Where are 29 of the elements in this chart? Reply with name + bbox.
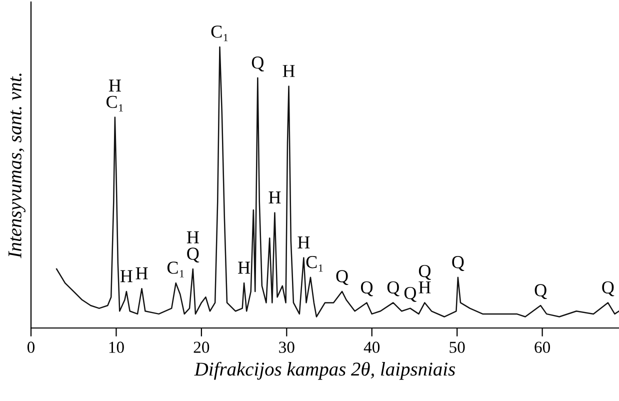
annotation: Q (534, 284, 547, 300)
annotation: H (120, 270, 132, 282)
y-axis-title: Intensyvumas, sant. vnt. (8, 74, 26, 258)
annotation: Q (404, 286, 416, 302)
annotation: C₁ (306, 256, 323, 272)
x-tick-label: 60 (534, 342, 550, 353)
annotation: C₁ (167, 262, 184, 278)
annotation: H (238, 262, 250, 274)
x-axis-title: Difrakcijos kampas 2θ, laipsniais (194, 362, 456, 380)
annotation: H Q (186, 231, 200, 263)
annotation: Q (360, 281, 373, 296)
annotation: Q H (418, 264, 431, 294)
annotation: Q (387, 281, 400, 296)
annotation: Q (602, 281, 614, 296)
annotation: Q (336, 270, 348, 285)
annotation: H C₁ (106, 80, 123, 112)
annotation: Q (452, 256, 464, 271)
x-tick-label: 50 (450, 342, 465, 353)
annotation: Q (252, 56, 264, 72)
annotation: H (298, 236, 310, 248)
x-tick-label: 30 (279, 342, 294, 353)
x-tick-label: 40 (364, 342, 380, 353)
annotation: C₁ (211, 26, 228, 42)
x-tick-label: 0 (27, 342, 35, 353)
x-tick-label: 10 (109, 342, 124, 353)
x-tick-label: 20 (194, 342, 210, 353)
annotation: H (136, 267, 148, 280)
annotation: H (268, 192, 281, 204)
annotation: H (282, 65, 295, 77)
